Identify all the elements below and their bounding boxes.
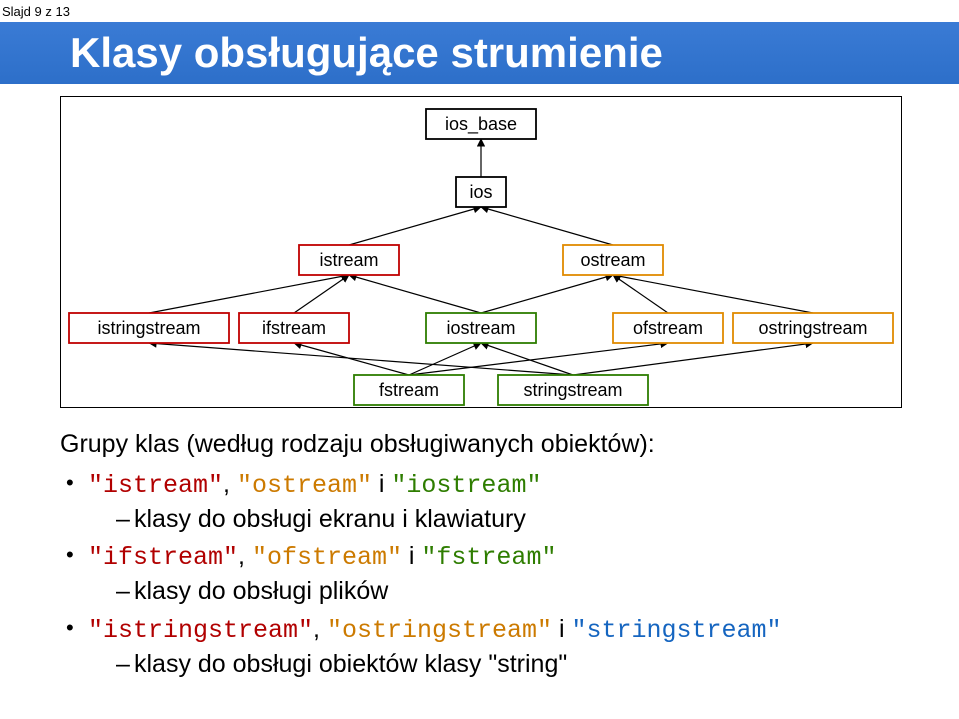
bullet-part: i [552, 615, 571, 643]
class-node-ifstream: ifstream [239, 313, 349, 343]
slide-number: Slajd 9 z 13 [2, 4, 70, 19]
bullet-part: "stringstream" [571, 616, 781, 645]
class-node-ofstream: ofstream [613, 313, 723, 343]
bullet-item: "istream", "ostream" i "iostream"– klasy… [60, 468, 919, 537]
bullet-part: "ofstream" [252, 543, 402, 572]
class-node-ostringstream: ostringstream [733, 313, 893, 343]
class-node-stringstream: stringstream [498, 375, 648, 405]
inherit-edge [613, 275, 813, 313]
svg-text:istringstream: istringstream [97, 318, 200, 338]
bullet-part: "fstream" [421, 543, 556, 572]
bullet-sub-text: klasy do obsługi obiektów klasy "string" [134, 650, 567, 678]
bullet-sub: – klasy do obsługi ekranu i klawiatury [88, 503, 919, 537]
bullet-sub: – klasy do obsługi plików [88, 575, 919, 609]
bullet-part: , [223, 470, 237, 498]
inherit-edge [149, 343, 573, 375]
lead-text: Grupy klas (według rodzaju obsługiwanych… [60, 428, 919, 462]
bullet-item: "ifstream", "ofstream" i "fstream"– klas… [60, 540, 919, 609]
bullet-sub: – klasy do obsługi obiektów klasy "strin… [88, 648, 919, 682]
dash-icon: – [116, 503, 134, 537]
class-node-iostream: iostream [426, 313, 536, 343]
class-node-ios_base: ios_base [426, 109, 536, 139]
bullet-part: i [402, 542, 421, 570]
bullet-sub-text: klasy do obsługi plików [134, 577, 388, 605]
inherit-edge [349, 275, 481, 313]
bullet-line: "ifstream", "ofstream" i "fstream" [88, 540, 919, 575]
class-hierarchy-diagram: ios_baseios istream ostream istringstream if… [60, 96, 902, 408]
svg-text:ostream: ostream [580, 250, 645, 270]
bullet-part: "istream" [88, 471, 223, 500]
svg-text:istream: istream [319, 250, 378, 270]
bullet-line: "istream", "ostream" i "iostream" [88, 468, 919, 503]
inherit-edge [349, 207, 481, 245]
class-node-istream: istream [299, 245, 399, 275]
svg-text:fstream: fstream [379, 380, 439, 400]
inherit-edge [294, 343, 409, 375]
title-band: Klasy obsługujące strumienie [0, 22, 959, 84]
class-node-ostream: ostream [563, 245, 663, 275]
bullet-sub-text: klasy do obsługi ekranu i klawiatury [134, 505, 526, 533]
class-node-ios: ios [456, 177, 506, 207]
svg-text:ios: ios [469, 182, 492, 202]
inherit-edge [409, 343, 668, 375]
dash-icon: – [116, 575, 134, 609]
svg-text:stringstream: stringstream [523, 380, 622, 400]
svg-text:ifstream: ifstream [262, 318, 326, 338]
inherit-edge [573, 343, 813, 375]
bullet-part: , [313, 615, 327, 643]
svg-text:ios_base: ios_base [445, 114, 517, 135]
bullet-item: "istringstream", "ostringstream" i "stri… [60, 613, 919, 682]
bullet-line: "istringstream", "ostringstream" i "stri… [88, 613, 919, 648]
svg-text:ostringstream: ostringstream [758, 318, 867, 338]
class-node-fstream: fstream [354, 375, 464, 405]
bullet-part: "ostream" [237, 471, 372, 500]
class-node-istringstream: istringstream [69, 313, 229, 343]
bullet-part: i [372, 470, 391, 498]
bullet-part: , [238, 542, 252, 570]
bullet-part: "iostream" [391, 471, 541, 500]
page-title: Klasy obsługujące strumienie [70, 29, 663, 77]
inherit-edge [481, 275, 613, 313]
bullet-part: "istringstream" [88, 616, 313, 645]
inherit-edge [149, 275, 349, 313]
svg-text:ofstream: ofstream [633, 318, 703, 338]
inherit-edge [481, 343, 573, 375]
bullet-list: "istream", "ostream" i "iostream"– klasy… [60, 468, 919, 682]
bullet-part: "ostringstream" [327, 616, 552, 645]
inherit-edge [481, 207, 613, 245]
bullet-part: "ifstream" [88, 543, 238, 572]
content-block: Grupy klas (według rodzaju obsługiwanych… [60, 428, 919, 685]
svg-text:iostream: iostream [446, 318, 515, 338]
dash-icon: – [116, 648, 134, 682]
